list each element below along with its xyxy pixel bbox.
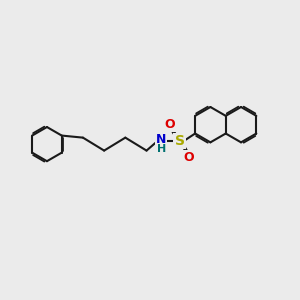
Text: S: S (175, 134, 184, 148)
Text: O: O (165, 118, 176, 131)
Text: N: N (156, 133, 166, 146)
Text: H: H (157, 144, 166, 154)
Text: O: O (184, 151, 194, 164)
